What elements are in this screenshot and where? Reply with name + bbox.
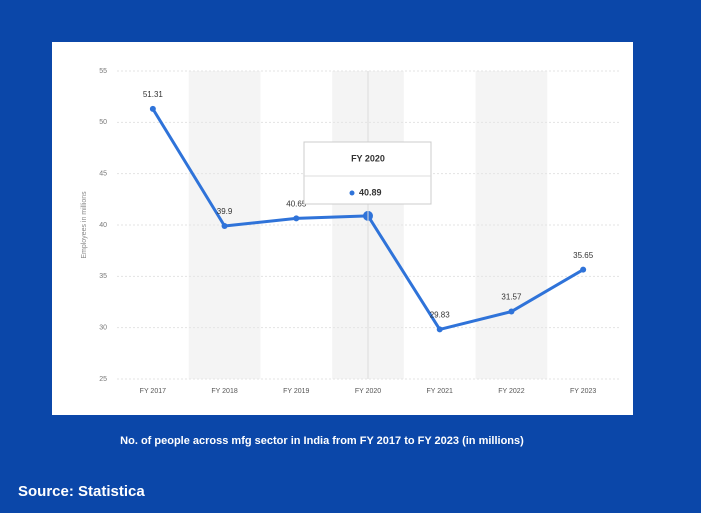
x-tick-label: FY 2020 (355, 388, 381, 395)
y-tick-label: 25 (99, 376, 107, 383)
y-tick-label: 45 (99, 171, 107, 178)
y-tick-label: 40 (99, 222, 107, 229)
y-tick-label: 55 (99, 68, 107, 75)
value-label: 51.31 (143, 90, 164, 99)
tooltip-value: 40.89 (359, 187, 382, 197)
tooltip-dot (349, 190, 355, 196)
x-tick-label: FY 2019 (283, 388, 309, 395)
tooltip-title: FY 2020 (351, 153, 385, 163)
source: Source: Statistica (18, 483, 145, 500)
point (221, 223, 228, 230)
value-label: 40.65 (286, 199, 307, 208)
point (508, 308, 515, 315)
x-tick-label: FY 2023 (570, 388, 596, 395)
y-axis-label: Employees in millions (81, 191, 88, 259)
y-tick-label: 50 (99, 119, 107, 126)
x-tick-label: FY 2017 (140, 388, 166, 395)
value-label: 31.57 (501, 293, 522, 302)
value-label: 39.9 (217, 207, 233, 216)
point (149, 105, 156, 112)
value-label: 29.83 (430, 311, 451, 320)
band-shade (475, 71, 548, 379)
x-tick-label: FY 2022 (498, 388, 524, 395)
x-tick-label: FY 2018 (211, 388, 237, 395)
caption: No. of people across mfg sector in India… (120, 435, 524, 447)
value-label: 35.65 (573, 251, 594, 260)
tooltip (303, 141, 432, 205)
y-tick-label: 30 (99, 325, 107, 332)
x-tick-label: FY 2021 (427, 388, 453, 395)
point (436, 326, 443, 333)
point (580, 266, 587, 273)
y-tick-label: 35 (99, 273, 107, 280)
point (293, 215, 300, 222)
plot: 25 30 35 40 45 50 55 FY 2017 FY 2018 FY 2019 FY 20… (99, 68, 619, 395)
